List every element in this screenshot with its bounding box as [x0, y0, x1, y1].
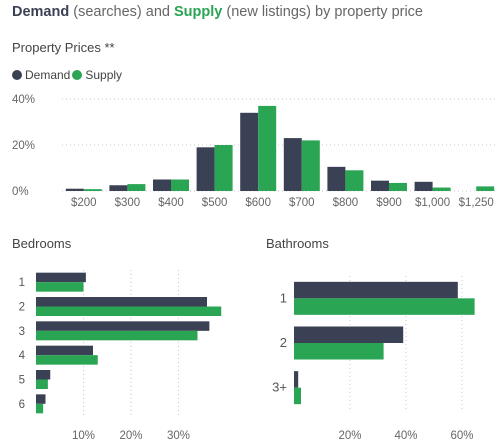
price-bar-demand: [371, 180, 389, 191]
price-y-tick-label: 20%: [12, 140, 35, 152]
price-bar-supply: [171, 179, 189, 191]
price-bar-demand: [240, 112, 259, 191]
price-x-tick-label: $800: [333, 197, 359, 209]
bedrooms-bar-supply: [36, 355, 98, 365]
legend-supply-swatch: [72, 70, 83, 80]
bathrooms-category-label: 3+: [272, 380, 287, 395]
bathrooms-x-tick-label: 60%: [450, 430, 473, 442]
bedrooms-bar-demand: [36, 345, 93, 356]
bathrooms-chart-title: Bathrooms: [266, 236, 329, 251]
price-x-tick-label: $500: [202, 197, 228, 209]
price-x-tick-label: $700: [289, 197, 315, 209]
legend-item-demand[interactable]: Demand: [12, 68, 70, 82]
price-x-tick-label: $1,000: [415, 197, 450, 209]
price-bar-demand: [109, 185, 128, 191]
page-headline: Demand (searches) and Supply (new listin…: [12, 4, 423, 20]
legend-demand-label: Demand: [25, 68, 71, 82]
price-x-tick-label: $400: [158, 197, 184, 209]
bedrooms-bar-demand: [36, 297, 207, 307]
bedrooms-category-label: 4: [19, 350, 26, 362]
bathrooms-bar-supply: [294, 343, 384, 360]
bedrooms-bar-demand: [36, 394, 46, 404]
bedrooms-category-label: 6: [19, 399, 25, 411]
price-bar-demand: [153, 179, 171, 191]
price-y-tick-label: 40%: [12, 94, 35, 106]
price-bar-demand: [65, 188, 84, 191]
headline-demand-word: Demand: [12, 4, 70, 20]
price-bar-demand: [283, 138, 302, 191]
bathrooms-x-tick-label: 40%: [394, 430, 417, 442]
price-bar-demand: [327, 166, 346, 191]
bedrooms-category-label: 3: [19, 326, 25, 338]
price-bar-supply: [127, 184, 146, 191]
price-bar-supply: [389, 182, 407, 191]
bedrooms-x-tick-label: 10%: [72, 430, 95, 442]
legend-supply-label: Supply: [85, 68, 123, 82]
bedrooms-bar-supply: [36, 379, 48, 389]
bedrooms-bar-supply: [36, 282, 84, 292]
bathrooms-bar-supply: [294, 387, 301, 405]
price-bar-supply: [345, 170, 364, 191]
price-bar-supply: [258, 105, 277, 191]
bedrooms-category-label: 1: [19, 277, 25, 289]
bedrooms-chart: 10% 20% 30% 1 2 3 4 5 6: [19, 270, 222, 442]
price-bar-demand: [414, 181, 433, 191]
legend-item-supply[interactable]: Supply: [72, 68, 122, 82]
bathrooms-x-tick-label: 20%: [338, 430, 361, 442]
bathrooms-bar-demand: [294, 281, 458, 299]
price-bar-supply: [432, 187, 451, 191]
headline-supply-word: Supply: [174, 4, 223, 20]
bedrooms-category-label: 5: [19, 375, 25, 387]
bedrooms-bar-demand: [36, 321, 210, 331]
bathrooms-chart: 20% 40% 60% 1 2 3+: [272, 276, 475, 442]
bathrooms-category-label: 1: [280, 290, 287, 305]
bathrooms-bar-demand: [294, 371, 299, 388]
bedrooms-x-tick-label: 30%: [167, 430, 190, 442]
price-y-tick-label: 0%: [12, 186, 29, 198]
price-chart: 0% 20% 40% $200 $300 $400 $500 $600 $700 $800 $900…: [12, 94, 498, 209]
price-x-tick-label: $900: [376, 197, 402, 209]
bedrooms-bar-supply: [36, 330, 198, 341]
price-bar-supply: [83, 189, 102, 191]
legend-demand-swatch: [12, 70, 22, 80]
bathrooms-bar-supply: [294, 298, 475, 315]
bedrooms-bar-supply: [36, 403, 44, 414]
price-bar-supply: [476, 186, 495, 191]
price-bar-demand: [196, 147, 215, 191]
price-bar-supply: [214, 145, 233, 191]
headline-text-2: (new listings) by property price: [222, 4, 424, 20]
bathrooms-bar-demand: [294, 326, 404, 343]
price-x-tick-label: $300: [115, 197, 141, 209]
bedrooms-category-label: 2: [19, 302, 25, 314]
chart-legend: Demand Supply: [12, 68, 124, 82]
price-chart-title: Property Prices **: [12, 40, 115, 55]
price-bar-supply: [301, 140, 320, 191]
price-x-tick-label: $600: [245, 197, 271, 209]
bedrooms-chart-title: Bedrooms: [12, 236, 72, 251]
bedrooms-bar-demand: [36, 272, 86, 283]
bathrooms-category-label: 2: [280, 335, 287, 350]
bedrooms-bar-supply: [36, 306, 222, 316]
headline-text-1: (searches) and: [69, 4, 174, 20]
bedrooms-bar-demand: [36, 370, 51, 380]
price-x-tick-label: $1,250: [459, 197, 494, 209]
bedrooms-x-tick-label: 20%: [119, 430, 142, 442]
price-x-tick-label: $200: [71, 197, 97, 209]
